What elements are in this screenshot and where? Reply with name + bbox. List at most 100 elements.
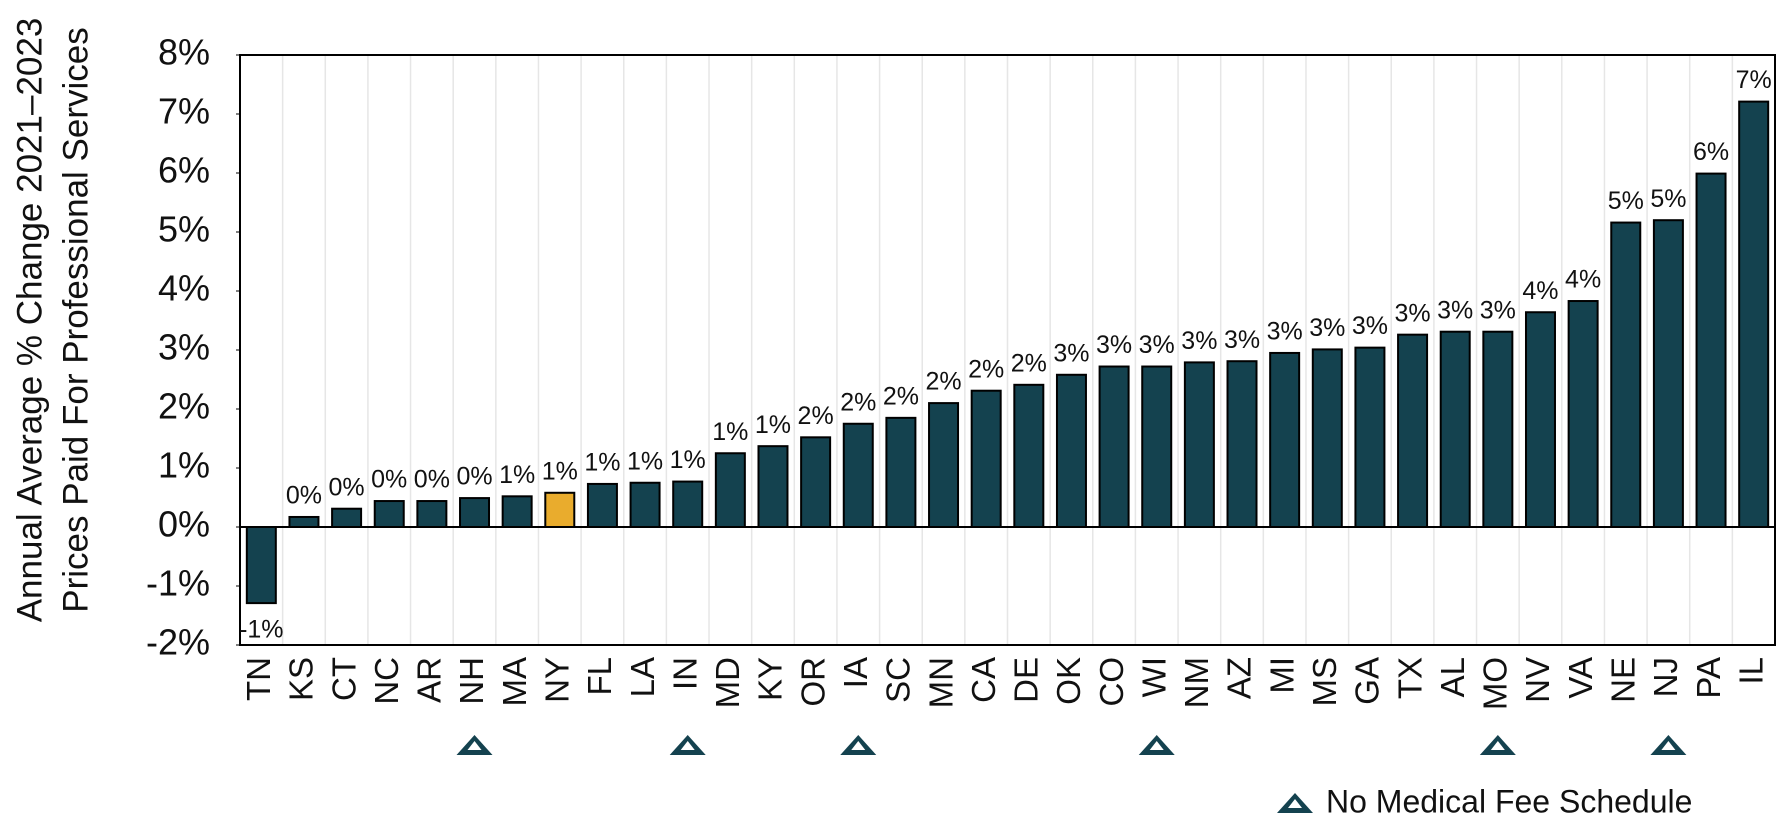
value-label: 0% [456, 463, 492, 491]
y-axis-title: Prices Paid For Professional Services [56, 27, 95, 613]
x-tick-label: WI [1135, 657, 1172, 697]
bar [373, 500, 405, 529]
bar [1652, 219, 1684, 528]
x-tick-label: GA [1349, 657, 1386, 705]
bar [1567, 300, 1599, 528]
y-tick-label: 0% [158, 504, 210, 545]
bar [1183, 361, 1215, 529]
value-label: 7% [1736, 66, 1772, 94]
x-tick-label: IN [666, 657, 703, 690]
bar [1524, 311, 1556, 528]
x-tick-label: NE [1604, 657, 1641, 703]
bar [714, 452, 746, 528]
y-tick-label: 8% [158, 32, 210, 73]
marker-shape [851, 741, 866, 750]
value-label: 0% [371, 466, 407, 494]
bar [1610, 221, 1642, 528]
bar [1482, 330, 1514, 528]
x-tick-label: LA [624, 657, 661, 697]
no-fee-marker [840, 735, 877, 755]
value-label: 6% [1693, 138, 1729, 166]
x-tick-label: SC [880, 657, 917, 703]
bar [586, 482, 618, 528]
x-tick-label: AZ [1221, 657, 1258, 699]
y-tick-label: -1% [146, 563, 210, 604]
y-tick-label: 6% [158, 150, 210, 191]
x-tick-label: AR [411, 657, 448, 703]
bar [288, 515, 320, 528]
value-label: 5% [1650, 185, 1686, 213]
no-fee-marker [1650, 735, 1687, 755]
x-tick-label: FL [581, 657, 618, 696]
marker-shape [1288, 799, 1302, 808]
y-tick-label: 3% [158, 327, 210, 368]
x-tick-label: MD [709, 657, 746, 708]
bar [629, 481, 661, 528]
x-tick-label: VA [1562, 657, 1599, 699]
value-label: 5% [1608, 187, 1644, 215]
bar [1311, 348, 1343, 528]
value-label: 3% [1139, 331, 1175, 359]
value-label: 3% [1480, 296, 1516, 324]
bar [842, 422, 874, 528]
value-label: 1% [627, 447, 663, 475]
x-tick-label: NV [1519, 657, 1556, 703]
bar [331, 507, 363, 528]
y-axis-title: Annual Average % Change 2021–2023 [10, 18, 49, 623]
bar [1269, 351, 1301, 529]
x-tick-label: CO [1093, 657, 1130, 707]
bar [1013, 383, 1045, 528]
x-tick-label: MN [922, 657, 959, 708]
value-label: 3% [1394, 299, 1430, 327]
value-label: 2% [883, 382, 919, 410]
bar [1397, 333, 1429, 528]
bar [672, 480, 704, 529]
bar [1695, 172, 1727, 528]
y-tick-label: 2% [158, 386, 210, 427]
value-label: 1% [670, 446, 706, 474]
value-label: 1% [755, 411, 791, 439]
no-fee-marker [1479, 735, 1516, 755]
value-label: 1% [712, 418, 748, 446]
x-tick-label: CT [325, 657, 362, 701]
value-label: 0% [286, 482, 322, 510]
value-label: 1% [542, 457, 578, 485]
bar [416, 500, 448, 529]
y-tick-label: -2% [146, 622, 210, 663]
value-label: 4% [1565, 266, 1601, 294]
bar [245, 526, 277, 605]
marker-shape [1149, 741, 1164, 750]
no-fee-marker [1277, 793, 1313, 813]
value-label: 3% [1437, 296, 1473, 324]
x-tick-label: MS [1306, 657, 1343, 707]
marker-shape [1490, 741, 1505, 750]
value-label: 2% [840, 388, 876, 416]
value-label: 3% [1181, 327, 1217, 355]
value-label: 3% [1352, 312, 1388, 340]
no-fee-marker [1138, 735, 1175, 755]
y-tick-label: 7% [158, 91, 210, 132]
value-label: 0% [414, 466, 450, 494]
bar [970, 389, 1002, 528]
x-tick-label: NJ [1647, 657, 1684, 697]
x-tick-label: NM [1178, 657, 1215, 708]
no-fee-marker [456, 735, 493, 755]
x-tick-label: TN [240, 657, 277, 701]
x-tick-label: MA [496, 657, 533, 707]
bar [928, 402, 960, 529]
value-label: 0% [329, 473, 365, 501]
value-label: 1% [499, 461, 535, 489]
value-label: 3% [1224, 326, 1260, 354]
value-label: 3% [1267, 318, 1303, 346]
x-tick-label: OR [794, 657, 831, 707]
value-label: 4% [1522, 277, 1558, 305]
marker-shape [680, 741, 695, 750]
value-label: 2% [968, 355, 1004, 383]
marker-shape [467, 741, 482, 750]
y-tick-label: 5% [158, 209, 210, 250]
bar [757, 445, 789, 529]
bar [1098, 365, 1130, 528]
x-tick-label: IL [1732, 657, 1769, 685]
bar [1055, 373, 1087, 528]
